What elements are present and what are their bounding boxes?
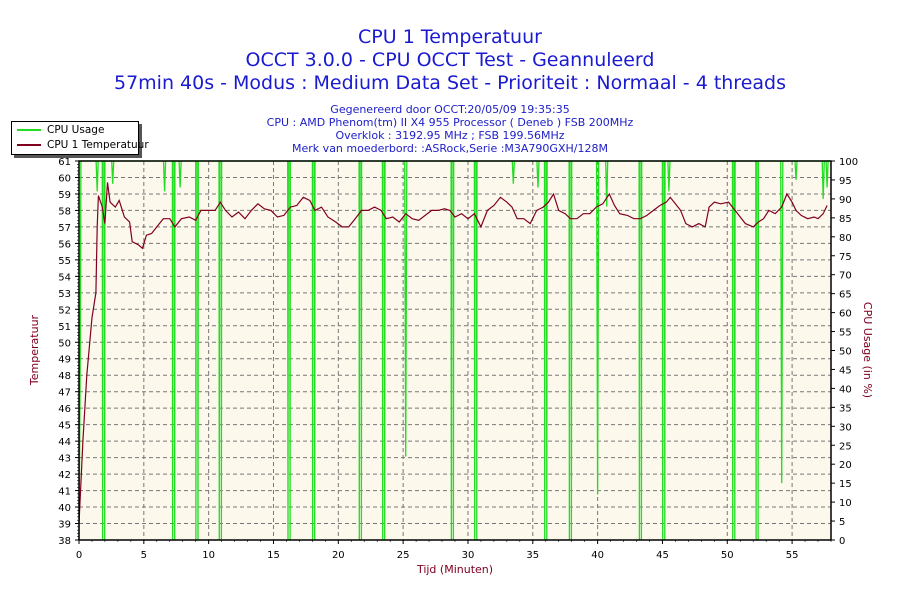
y2-tick-label: 5 — [839, 517, 845, 528]
y-tick-label: 60 — [58, 173, 71, 184]
info-motherboard: Merk van moederbord: :ASRock,Serie :M3A7… — [292, 142, 608, 155]
y-tick-label: 51 — [58, 322, 71, 333]
y-tick-label: 44 — [58, 437, 71, 448]
y-tick-label: 56 — [58, 239, 71, 250]
y2-tick-label: 70 — [839, 271, 852, 282]
y2-axis-label: CPU Usage (in %) — [861, 302, 874, 398]
y2-tick-label: 10 — [839, 498, 852, 509]
y-tick-label: 55 — [58, 256, 71, 267]
chart-title: CPU 1 Temperatuur — [358, 26, 542, 48]
y-tick-label: 46 — [58, 404, 71, 415]
y-tick-label: 43 — [58, 454, 71, 465]
y-tick-label: 47 — [58, 388, 71, 399]
y-tick-label: 61 — [58, 157, 71, 168]
x-tick-label: 20 — [332, 550, 345, 561]
legend-label-temperature: CPU 1 Temperatuur — [47, 139, 149, 151]
x-tick-label: 40 — [591, 550, 604, 561]
y-tick-label: 50 — [58, 338, 71, 349]
y2-tick-label: 60 — [839, 309, 852, 320]
y2-tick-label: 30 — [839, 422, 852, 433]
x-tick-label: 45 — [656, 550, 669, 561]
y-tick-label: 42 — [58, 470, 71, 481]
y2-tick-label: 45 — [839, 365, 852, 376]
y-tick-label: 45 — [58, 421, 71, 432]
x-tick-label: 30 — [462, 550, 475, 561]
info-cpu: CPU : AMD Phenom(tm) II X4 955 Processor… — [266, 116, 634, 129]
y2-tick-label: 80 — [839, 233, 852, 244]
y-tick-label: 54 — [58, 272, 71, 283]
y-tick-label: 49 — [58, 355, 71, 366]
y2-tick-label: 20 — [839, 460, 852, 471]
x-tick-label: 50 — [721, 550, 734, 561]
y2-tick-label: 50 — [839, 347, 852, 358]
y-tick-label: 59 — [58, 190, 71, 201]
x-tick-label: 5 — [141, 550, 147, 561]
y-tick-label: 53 — [58, 289, 71, 300]
y-tick-label: 39 — [58, 520, 71, 531]
legend-swatch-temperature — [17, 144, 41, 146]
y-tick-label: 40 — [58, 503, 71, 514]
y2-tick-label: 95 — [839, 176, 852, 187]
y2-tick-label: 65 — [839, 290, 852, 301]
y2-tick-label: 0 — [839, 536, 845, 547]
y2-tick-label: 100 — [839, 157, 858, 168]
temperature-line — [78, 182, 828, 524]
y-tick-label: 58 — [58, 206, 71, 217]
chart-subtitle: OCCT 3.0.0 - CPU OCCT Test - Geannuleerd — [245, 49, 655, 71]
legend-item-temperature: CPU 1 Temperatuur — [12, 138, 149, 152]
legend-label-usage: CPU Usage — [47, 124, 105, 136]
x-tick-label: 10 — [202, 550, 215, 561]
y-tick-label: 41 — [58, 487, 71, 498]
legend-item-usage: CPU Usage — [12, 123, 104, 137]
x-tick-label: 35 — [526, 550, 539, 561]
x-axis-label: Tijd (Minuten) — [416, 563, 493, 576]
y-tick-label: 52 — [58, 305, 71, 316]
y2-tick-label: 35 — [839, 403, 852, 414]
y2-tick-label: 75 — [839, 252, 852, 263]
y2-tick-label: 85 — [839, 214, 852, 225]
x-tick-label: 25 — [397, 550, 410, 561]
legend-swatch-usage — [17, 129, 41, 131]
y2-tick-label: 40 — [839, 384, 852, 395]
y2-tick-label: 15 — [839, 479, 852, 490]
test-info: 57min 40s - Modus : Medium Data Set - Pr… — [113, 72, 786, 94]
x-tick-label: 0 — [76, 550, 82, 561]
y-tick-label: 57 — [58, 223, 71, 234]
y2-tick-label: 90 — [839, 195, 852, 206]
y-tick-label: 48 — [58, 371, 71, 382]
y-tick-label: 38 — [58, 536, 71, 547]
info-overclock: Overklok : 3192.95 MHz ; FSB 199.56MHz — [335, 129, 565, 142]
x-tick-label: 15 — [267, 550, 280, 561]
x-tick-label: 55 — [786, 550, 799, 561]
y2-tick-label: 55 — [839, 328, 852, 339]
y-axis-label: Temperatuur — [28, 314, 41, 386]
y2-tick-label: 25 — [839, 441, 852, 452]
legend: CPU Usage CPU 1 Temperatuur — [11, 121, 149, 155]
info-generated: Gegenereerd door OCCT:20/05/09 19:35:35 — [330, 103, 570, 116]
